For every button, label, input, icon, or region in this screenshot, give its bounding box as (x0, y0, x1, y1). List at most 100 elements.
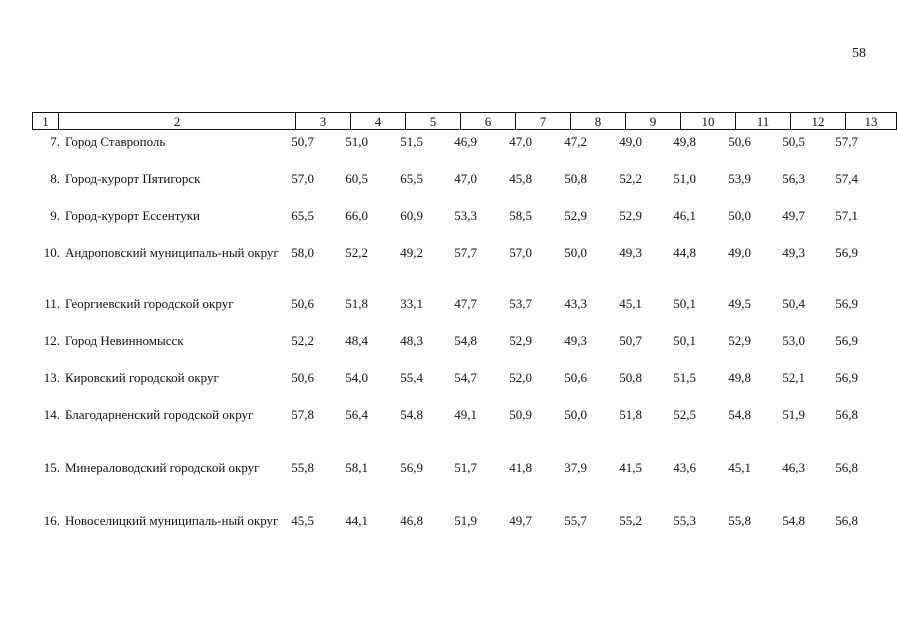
value-cell-col-5: 65,5 (400, 171, 423, 186)
value-cell-col-9: 49,0 (619, 134, 642, 149)
value-cell-col-7: 49,7 (509, 513, 532, 528)
header-row: 1 2 3 4 5 6 7 8 9 10 11 12 13 (32, 112, 897, 130)
value-cell-col-4: 48,4 (345, 333, 368, 348)
value-cell-col-7: 52,0 (509, 370, 532, 385)
value-cell-col-5: 49,2 (400, 245, 423, 260)
value-cell-col-3: 52,2 (291, 333, 314, 348)
row-name: Андроповский муниципаль-ный округ (65, 245, 279, 260)
row-number: 14. (43, 407, 60, 422)
value-cell-col-13: 56,8 (835, 513, 858, 528)
row-name: Минераловодский городской округ (65, 460, 260, 475)
row-name: Город Ставрополь (65, 134, 166, 149)
value-cell-col-3: 57,0 (291, 171, 314, 186)
row-name: Кировский городской округ (65, 370, 219, 385)
value-cell-col-8: 50,8 (564, 171, 587, 186)
value-cell-col-13: 56,9 (835, 296, 858, 311)
header-cell-5: 5 (405, 112, 461, 130)
value-cell-col-5: 33,1 (400, 296, 423, 311)
value-cell-col-4: 52,2 (345, 245, 368, 260)
row-name: Новоселицкий муниципаль-ный округ (65, 513, 279, 528)
value-cell-col-4: 44,1 (345, 513, 368, 528)
row-number: 7. (50, 134, 60, 149)
value-cell-col-12: 46,3 (782, 460, 805, 475)
header-cell-12: 12 (790, 112, 846, 130)
value-cell-col-8: 47,2 (564, 134, 587, 149)
value-cell-col-6: 47,0 (454, 171, 477, 186)
value-cell-col-13: 57,1 (835, 208, 858, 223)
value-cell-col-8: 52,9 (564, 208, 587, 223)
value-cell-col-5: 54,8 (400, 407, 423, 422)
value-cell-col-3: 55,8 (291, 460, 314, 475)
value-cell-col-7: 47,0 (509, 134, 532, 149)
value-cell-col-7: 41,8 (509, 460, 532, 475)
value-cell-col-10: 51,5 (673, 370, 696, 385)
row-number: 13. (43, 370, 60, 385)
page-number: 58 (852, 46, 866, 61)
value-cell-col-6: 51,9 (454, 513, 477, 528)
row-number: 11. (44, 296, 60, 311)
value-cell-col-13: 56,9 (835, 370, 858, 385)
value-cell-col-7: 50,9 (509, 407, 532, 422)
row-number: 8. (50, 171, 60, 186)
value-cell-col-3: 58,0 (291, 245, 314, 260)
row-number: 12. (43, 333, 60, 348)
row-number: 9. (50, 208, 60, 223)
row-number: 15. (43, 460, 60, 475)
value-cell-col-12: 50,5 (782, 134, 805, 149)
value-cell-col-4: 66,0 (345, 208, 368, 223)
value-cell-col-11: 45,1 (728, 460, 751, 475)
header-cell-3: 3 (295, 112, 351, 130)
row-name: Город-курорт Ессентуки (65, 208, 200, 223)
value-cell-col-10: 44,8 (673, 245, 696, 260)
value-cell-col-6: 54,7 (454, 370, 477, 385)
value-cell-col-11: 50,6 (728, 134, 751, 149)
value-cell-col-13: 56,8 (835, 460, 858, 475)
value-cell-col-9: 52,2 (619, 171, 642, 186)
value-cell-col-4: 54,0 (345, 370, 368, 385)
header-cell-2: 2 (58, 112, 296, 130)
header-cell-7: 7 (515, 112, 571, 130)
value-cell-col-8: 43,3 (564, 296, 587, 311)
value-cell-col-10: 46,1 (673, 208, 696, 223)
value-cell-col-13: 57,4 (835, 171, 858, 186)
value-cell-col-4: 51,8 (345, 296, 368, 311)
value-cell-col-10: 43,6 (673, 460, 696, 475)
value-cell-col-9: 41,5 (619, 460, 642, 475)
value-cell-col-5: 56,9 (400, 460, 423, 475)
value-cell-col-12: 53,0 (782, 333, 805, 348)
header-cell-4: 4 (350, 112, 406, 130)
value-cell-col-8: 50,6 (564, 370, 587, 385)
value-cell-col-4: 58,1 (345, 460, 368, 475)
value-cell-col-3: 65,5 (291, 208, 314, 223)
value-cell-col-11: 54,8 (728, 407, 751, 422)
value-cell-col-9: 50,8 (619, 370, 642, 385)
value-cell-col-12: 52,1 (782, 370, 805, 385)
value-cell-col-12: 54,8 (782, 513, 805, 528)
value-cell-col-12: 51,9 (782, 407, 805, 422)
value-cell-col-9: 45,1 (619, 296, 642, 311)
value-cell-col-13: 56,8 (835, 407, 858, 422)
value-cell-col-3: 50,6 (291, 296, 314, 311)
value-cell-col-13: 56,9 (835, 333, 858, 348)
value-cell-col-12: 49,7 (782, 208, 805, 223)
value-cell-col-7: 52,9 (509, 333, 532, 348)
value-cell-col-6: 47,7 (454, 296, 477, 311)
value-cell-col-9: 55,2 (619, 513, 642, 528)
value-cell-col-9: 49,3 (619, 245, 642, 260)
column-number-header: 1 2 3 4 5 6 7 8 9 10 11 12 13 (32, 112, 897, 130)
header-cell-6: 6 (460, 112, 516, 130)
row-name: Георгиевский городской округ (65, 296, 234, 311)
value-cell-col-6: 53,3 (454, 208, 477, 223)
value-cell-col-11: 49,5 (728, 296, 751, 311)
value-cell-col-11: 55,8 (728, 513, 751, 528)
row-number: 10. (43, 245, 60, 260)
value-cell-col-3: 50,7 (291, 134, 314, 149)
header-cell-8: 8 (570, 112, 626, 130)
value-cell-col-4: 60,5 (345, 171, 368, 186)
value-cell-col-11: 49,0 (728, 245, 751, 260)
value-cell-col-7: 53,7 (509, 296, 532, 311)
value-cell-col-10: 55,3 (673, 513, 696, 528)
value-cell-col-12: 49,3 (782, 245, 805, 260)
row-name: Благодарненский городской округ (65, 407, 254, 422)
value-cell-col-6: 57,7 (454, 245, 477, 260)
